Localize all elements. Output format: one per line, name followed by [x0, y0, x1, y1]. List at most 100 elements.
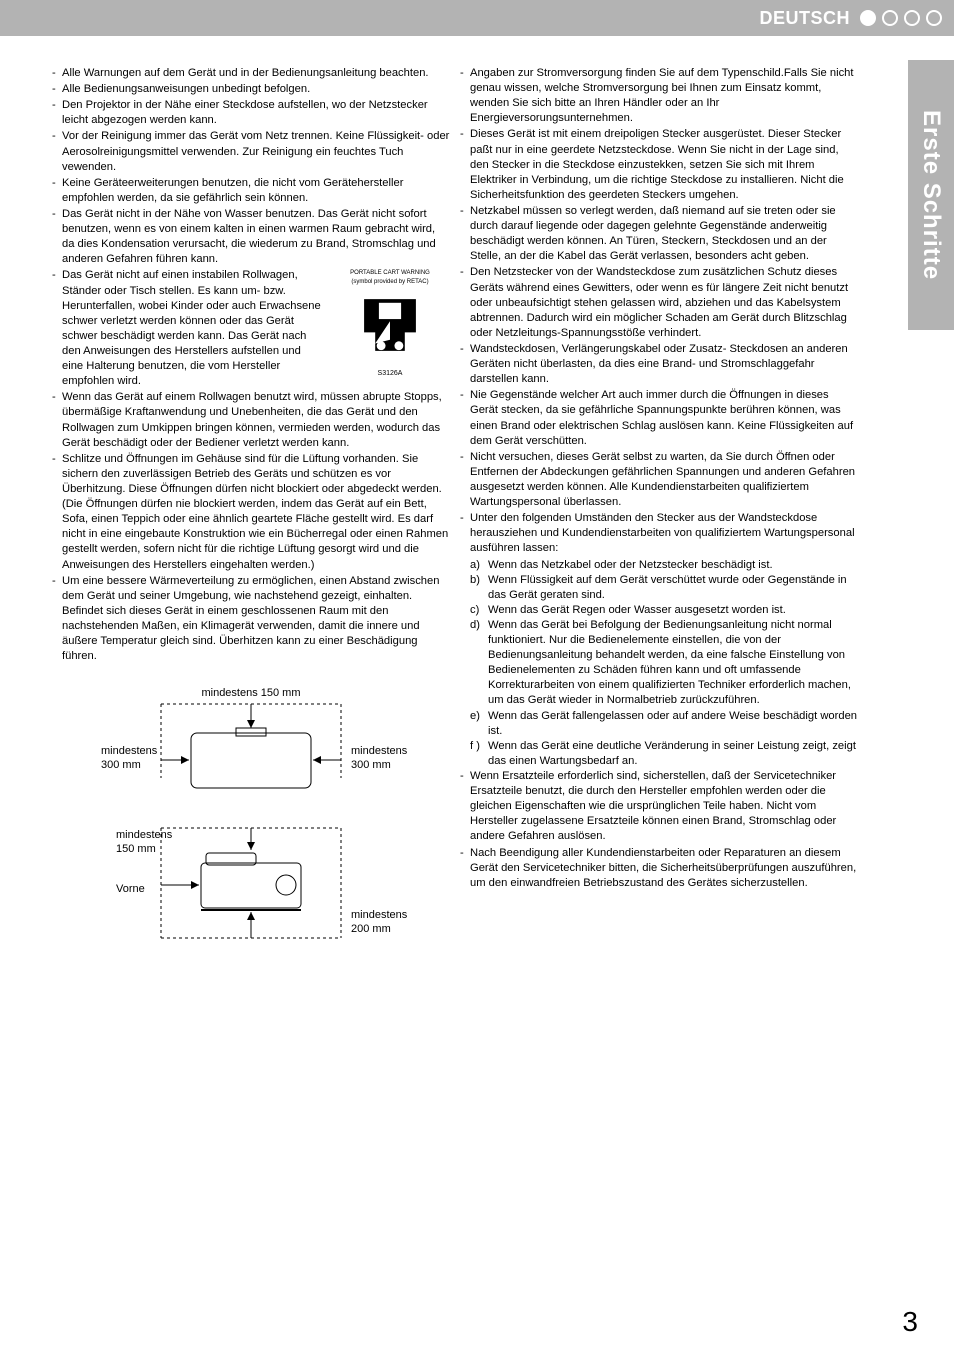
sub-label: c) [470, 603, 488, 618]
list-item: -Den Netzstecker von der Wandsteckdose z… [460, 265, 858, 341]
clearance-diagram: mindestens 150 mm mindestens 300 mm mind… [52, 678, 450, 958]
cart-warning-icon [353, 288, 427, 362]
item-text: Netzkabel müssen so verlegt werden, daß … [470, 204, 858, 264]
dot [882, 10, 898, 26]
dash: - [460, 265, 470, 341]
dash: - [460, 66, 470, 126]
sub-text: Wenn das Netzkabel oder der Netzstecker … [488, 558, 858, 573]
clearance-svg: mindestens 150 mm mindestens 300 mm mind… [61, 678, 441, 958]
svg-text:200 mm: 200 mm [351, 923, 391, 935]
page-dots [860, 10, 942, 26]
section-tab: Erste Schritte [908, 60, 954, 330]
svg-text:mindestens: mindestens [116, 829, 173, 841]
list-item: -Netzkabel müssen so verlegt werden, daß… [460, 204, 858, 264]
item-text: Unter den folgenden Umständen den Stecke… [470, 511, 858, 556]
item-text: Angaben zur Stromversorgung finden Sie a… [470, 66, 858, 126]
dash: - [52, 574, 62, 665]
item-text: Nie Gegenstände welcher Art auch immer d… [470, 388, 858, 448]
list-item: -Keine Geräteerweiterungen benutzen, die… [52, 176, 450, 206]
cart-caption2: (symbol provided by RETAC) [330, 279, 450, 286]
header-bar: DEUTSCH [0, 0, 954, 36]
svg-text:mindestens 150 mm: mindestens 150 mm [201, 687, 300, 699]
svg-text:mindestens: mindestens [351, 909, 408, 921]
list-item: -Alle Warnungen auf dem Gerät und in der… [52, 66, 450, 81]
cart-warning: PORTABLE CART WARNING (symbol provided b… [330, 270, 450, 378]
item-text: Wenn das Gerät auf einem Rollwagen benut… [62, 390, 450, 450]
dash: - [52, 129, 62, 174]
dash: - [460, 204, 470, 264]
sub-label: b) [470, 573, 488, 603]
sub-text: Wenn Flüssigkeit auf dem Gerät verschütt… [488, 573, 858, 603]
page-number: 3 [902, 1306, 918, 1338]
dash: - [52, 82, 62, 97]
page-content: -Alle Warnungen auf dem Gerät und in der… [0, 36, 954, 978]
sub-label: f ) [470, 739, 488, 769]
item-text: Wandsteckdosen, Verlängerungskabel oder … [470, 342, 858, 387]
dash: - [460, 388, 470, 448]
list-item: -Um eine bessere Wärmeverteilung zu ermö… [52, 574, 450, 665]
sub-label: d) [470, 618, 488, 709]
section-tab-label: Erste Schritte [917, 110, 945, 280]
sub-label: e) [470, 709, 488, 739]
right-column: -Angaben zur Stromversorgung finden Sie … [460, 66, 894, 958]
item-text: PORTABLE CART WARNING (symbol provided b… [62, 268, 450, 389]
sub-list-item: b)Wenn Flüssigkeit auf dem Gerät verschü… [460, 573, 858, 603]
dot [926, 10, 942, 26]
svg-text:Vorne: Vorne [116, 883, 145, 895]
sub-list-item: e)Wenn das Gerät fallengelassen oder auf… [460, 709, 858, 739]
list-item: -Vor der Reinigung immer das Gerät vom N… [52, 129, 450, 174]
left-column: -Alle Warnungen auf dem Gerät und in der… [52, 66, 450, 958]
sub-list-item: d)Wenn das Gerät bei Befolgung der Bedie… [460, 618, 858, 709]
dash: - [52, 268, 62, 389]
item-text: Keine Geräteerweiterungen benutzen, die … [62, 176, 450, 206]
list-item: -Schlitze und Öffnungen im Gehäuse sind … [52, 452, 450, 573]
svg-text:mindestens: mindestens [101, 745, 158, 757]
item-text: Wenn Ersatzteile erforderlich sind, sich… [470, 769, 858, 845]
item-text: Alle Warnungen auf dem Gerät und in der … [62, 66, 450, 81]
sub-text: Wenn das Gerät bei Befolgung der Bedienu… [488, 618, 858, 709]
dash: - [460, 450, 470, 510]
list-item: -Den Projektor in der Nähe einer Steckdo… [52, 98, 450, 128]
cart-caption1: PORTABLE CART WARNING [330, 270, 450, 277]
item-text: Nach Beendigung aller Kundendienstarbeit… [470, 846, 858, 891]
dash: - [52, 390, 62, 450]
list-item: -Alle Bedienungsanweisungen unbedingt be… [52, 82, 450, 97]
dash: - [52, 207, 62, 267]
list-item: -Nicht versuchen, dieses Gerät selbst zu… [460, 450, 858, 510]
item-text: Alle Bedienungsanweisungen unbedingt bef… [62, 82, 450, 97]
dash: - [460, 846, 470, 891]
cart-code: S3126A [330, 369, 450, 378]
list-item: -Nie Gegenstände welcher Art auch immer … [460, 388, 858, 448]
item-text: Nicht versuchen, dieses Gerät selbst zu … [470, 450, 858, 510]
dash: - [460, 342, 470, 387]
svg-text:300 mm: 300 mm [101, 759, 141, 771]
sub-label: a) [470, 558, 488, 573]
sub-list-item: a)Wenn das Netzkabel oder der Netzstecke… [460, 558, 858, 573]
sub-text: Wenn das Gerät eine deutliche Veränderun… [488, 739, 858, 769]
svg-text:300 mm: 300 mm [351, 759, 391, 771]
item-text: Den Projektor in der Nähe einer Steckdos… [62, 98, 450, 128]
list-item: -Wenn das Gerät auf einem Rollwagen benu… [52, 390, 450, 450]
sub-list-item: f )Wenn das Gerät eine deutliche Verände… [460, 739, 858, 769]
list-item: -Angaben zur Stromversorgung finden Sie … [460, 66, 858, 126]
dash: - [460, 127, 470, 203]
dash: - [460, 511, 470, 556]
item-text: Um eine bessere Wärmeverteilung zu ermög… [62, 574, 450, 665]
item-text: Vor der Reinigung immer das Gerät vom Ne… [62, 129, 450, 174]
dash: - [52, 176, 62, 206]
language-label: DEUTSCH [759, 8, 850, 29]
dash: - [460, 769, 470, 845]
list-item: -Wenn Ersatzteile erforderlich sind, sic… [460, 769, 858, 845]
list-item: -Wandsteckdosen, Verlängerungskabel oder… [460, 342, 858, 387]
item-text: Das Gerät nicht in der Nähe von Wasser b… [62, 207, 450, 267]
dot [904, 10, 920, 26]
item-text: Dieses Gerät ist mit einem dreipoligen S… [470, 127, 858, 203]
list-item: - PORTABLE CART WARNING (symbol provided… [52, 268, 450, 389]
item-text: Den Netzstecker von der Wandsteckdose zu… [470, 265, 858, 341]
dot-active [860, 10, 876, 26]
svg-text:150 mm: 150 mm [116, 843, 156, 855]
item-text: Schlitze und Öffnungen im Gehäuse sind f… [62, 452, 450, 573]
list-item: -Unter den folgenden Umständen den Steck… [460, 511, 858, 556]
dash: - [52, 98, 62, 128]
sub-list-item: c)Wenn das Gerät Regen oder Wasser ausge… [460, 603, 858, 618]
